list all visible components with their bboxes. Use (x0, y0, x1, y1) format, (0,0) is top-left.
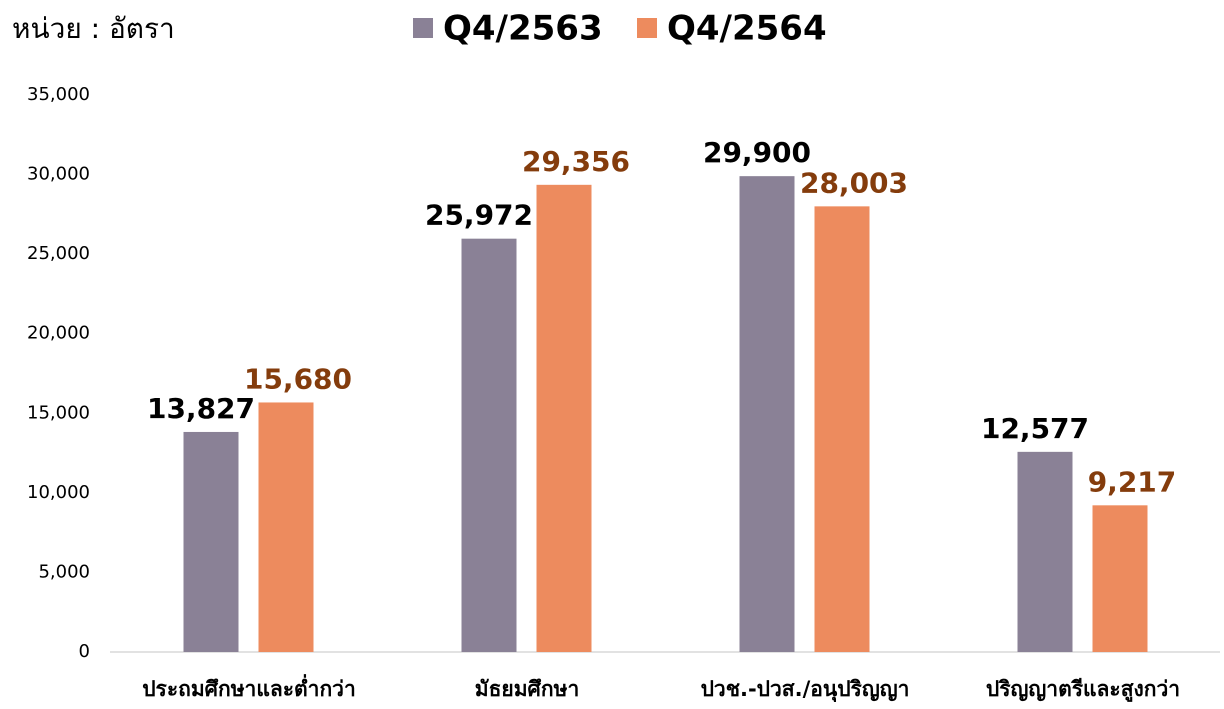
data-label: 28,003 (800, 166, 908, 199)
legend-label: Q4/2563 (443, 9, 603, 49)
bar (183, 431, 239, 652)
data-label: 15,680 (244, 362, 352, 395)
x-tick-label: ปริญญาตรีและสูงกว่า (986, 677, 1180, 703)
bar (536, 184, 592, 652)
y-tick-label: 30,000 (27, 164, 90, 185)
bar (1017, 451, 1073, 652)
y-tick-label: 20,000 (27, 323, 90, 344)
legend-label: Q4/2564 (667, 9, 827, 49)
data-label: 29,356 (522, 145, 630, 178)
y-tick-label: 25,000 (27, 243, 90, 264)
bar (1092, 505, 1148, 652)
legend-swatch (413, 18, 433, 38)
bar (461, 238, 517, 652)
bar (739, 176, 795, 653)
data-label: 9,217 (1088, 465, 1177, 498)
y-tick-label: 0 (79, 641, 90, 662)
x-tick-label: ปวช.-ปวส./อนุปริญญา (701, 677, 910, 703)
x-tick-label: ประถมศึกษาและต่ำกว่า (142, 673, 356, 701)
x-tick-label: มัธยมศึกษา (475, 677, 580, 701)
data-label: 29,900 (703, 136, 811, 169)
bar (258, 402, 314, 652)
unit-label: หน่วย : อัตรา (12, 12, 175, 45)
data-label: 12,577 (981, 412, 1089, 445)
y-tick-label: 5,000 (38, 561, 90, 582)
data-label: 25,972 (425, 199, 533, 232)
legend-swatch (637, 18, 657, 38)
y-tick-label: 10,000 (27, 482, 90, 503)
y-tick-label: 15,000 (27, 402, 90, 423)
data-label: 13,827 (147, 392, 255, 425)
bar (814, 206, 870, 652)
y-tick-label: 35,000 (27, 84, 90, 105)
